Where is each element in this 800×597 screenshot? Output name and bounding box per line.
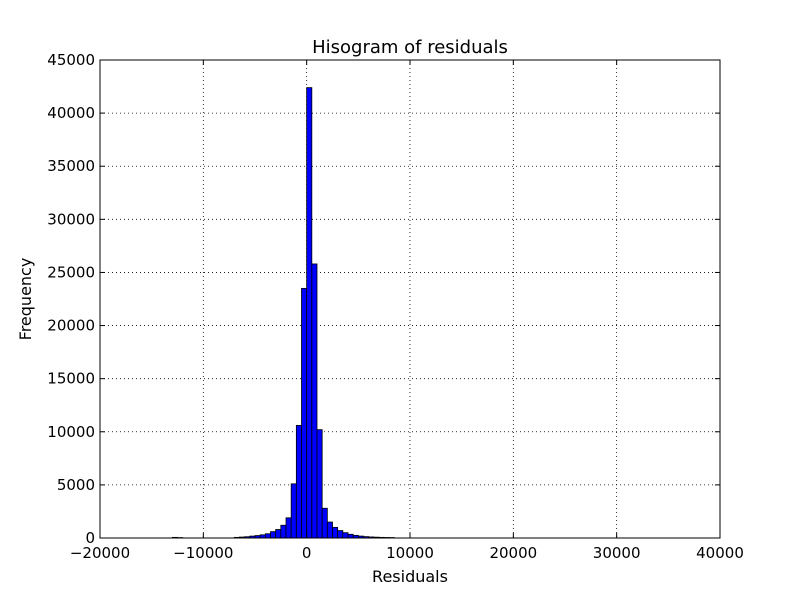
histogram-bar xyxy=(306,87,313,539)
x-tick-labels: −20000 −10000 0 10000 20000 30000 40000 xyxy=(70,544,744,562)
x-tick-label: 40000 xyxy=(696,544,744,562)
y-axis-title: Frequency xyxy=(16,258,35,341)
y-tick-label: 15000 xyxy=(47,370,95,388)
x-tick-label: −10000 xyxy=(173,544,233,562)
histogram-bar xyxy=(290,483,297,539)
axis-ticks xyxy=(99,59,721,539)
histogram-bar xyxy=(342,532,349,539)
x-tick-label: 20000 xyxy=(489,544,537,562)
x-tick-label: 0 xyxy=(302,544,312,562)
y-tick-label: 45000 xyxy=(47,51,95,69)
histogram-bar xyxy=(301,287,308,539)
x-tick-label: 10000 xyxy=(386,544,434,562)
histogram-bar xyxy=(316,429,323,539)
x-tick-label: −20000 xyxy=(70,544,130,562)
histogram-bar xyxy=(295,425,302,539)
y-tick-label: 25000 xyxy=(47,263,95,281)
y-tick-label: 20000 xyxy=(47,317,95,335)
histogram-bar xyxy=(326,521,333,539)
y-tick-label: 30000 xyxy=(47,210,95,228)
y-tick-label: 0 xyxy=(85,529,95,547)
y-tick-label: 5000 xyxy=(57,476,95,494)
histogram-bar xyxy=(332,526,339,539)
histogram-bar xyxy=(275,529,282,539)
histogram-bar xyxy=(347,533,354,539)
histogram-bar xyxy=(270,531,277,539)
x-tick-label: 30000 xyxy=(593,544,641,562)
histogram-bar xyxy=(285,517,292,539)
y-tick-label: 35000 xyxy=(47,157,95,175)
y-tick-label: 10000 xyxy=(47,423,95,441)
plot-area xyxy=(100,60,720,538)
histogram-bar xyxy=(321,507,328,539)
chart-title: Hisogram of residuals xyxy=(312,37,508,58)
histogram-bar xyxy=(280,524,287,539)
histogram-bar xyxy=(311,263,318,539)
grid-lines xyxy=(100,60,720,538)
y-tick-label: 40000 xyxy=(47,104,95,122)
histogram-bar xyxy=(337,530,344,539)
histogram-bar xyxy=(264,533,271,539)
x-axis-title: Residuals xyxy=(372,567,448,586)
y-tick-labels: 0 5000 10000 15000 20000 25000 30000 35000 40000… xyxy=(47,51,95,547)
